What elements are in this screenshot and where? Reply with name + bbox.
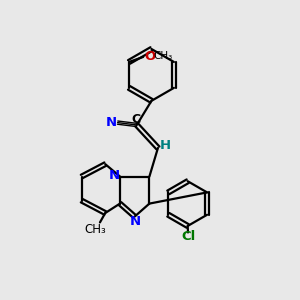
Text: H: H [160,139,171,152]
Text: C: C [131,113,140,126]
Text: N: N [130,215,141,228]
Text: Cl: Cl [181,230,195,243]
Text: N: N [106,116,117,129]
Text: O: O [145,50,156,63]
Text: N: N [109,169,120,182]
Text: CH₃: CH₃ [84,223,106,236]
Text: CH₃: CH₃ [153,51,172,61]
